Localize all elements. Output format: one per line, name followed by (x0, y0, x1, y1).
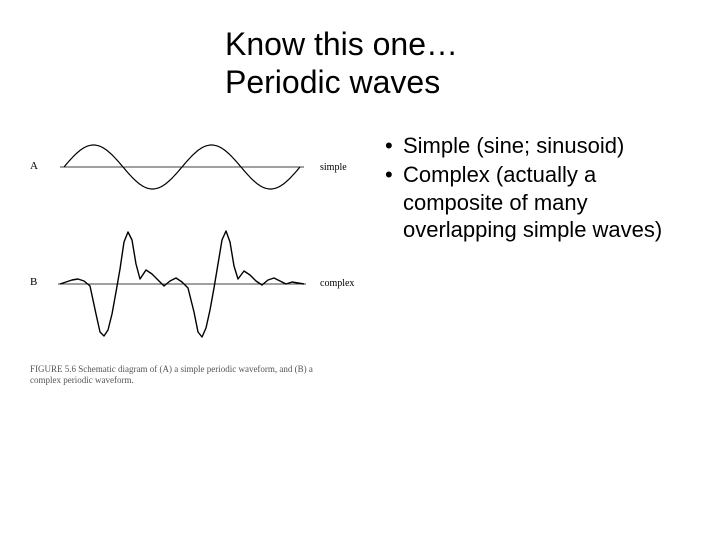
wave-panel-simple: A simple (30, 132, 360, 210)
panel-b-letter: B (30, 276, 37, 288)
figure-caption: FIGURE 5.6 Schematic diagram of (A) a si… (30, 364, 330, 387)
panel-a-label: simple (320, 162, 347, 173)
simple-wave-svg (52, 132, 312, 202)
complex-wave-svg (52, 224, 312, 344)
title-line-2: Periodic waves (225, 63, 690, 101)
title-line-1: Know this one… (225, 25, 690, 63)
bullet-item: Simple (sine; sinusoid) (385, 132, 690, 160)
bullet-item: Complex (actually a composite of many ov… (385, 161, 690, 244)
panel-b-label: complex (320, 278, 354, 289)
slide-title: Know this one… Periodic waves (225, 25, 690, 102)
bullet-column: Simple (sine; sinusoid) Complex (actuall… (360, 132, 690, 387)
wave-panel-complex: B complex (30, 224, 360, 354)
panel-a-letter: A (30, 160, 38, 172)
figure-column: A simple B complex FIGURE 5.6 Schematic … (30, 132, 360, 387)
bullet-list: Simple (sine; sinusoid) Complex (actuall… (385, 132, 690, 244)
